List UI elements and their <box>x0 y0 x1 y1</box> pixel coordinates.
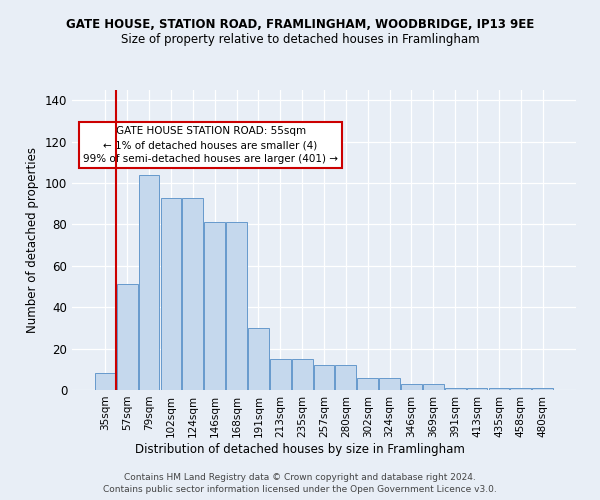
Bar <box>117 284 137 390</box>
Bar <box>401 384 422 390</box>
Bar <box>335 365 356 390</box>
Y-axis label: Number of detached properties: Number of detached properties <box>26 147 39 333</box>
Bar <box>488 388 509 390</box>
Text: Contains public sector information licensed under the Open Government Licence v3: Contains public sector information licen… <box>103 485 497 494</box>
Bar <box>532 388 553 390</box>
Bar <box>467 388 487 390</box>
Bar <box>358 378 378 390</box>
Bar <box>423 384 444 390</box>
Bar <box>139 175 160 390</box>
Bar <box>270 359 290 390</box>
Text: Size of property relative to detached houses in Framlingham: Size of property relative to detached ho… <box>121 32 479 46</box>
Bar <box>511 388 531 390</box>
Bar <box>95 374 116 390</box>
Bar <box>248 328 269 390</box>
Text: GATE HOUSE, STATION ROAD, FRAMLINGHAM, WOODBRIDGE, IP13 9EE: GATE HOUSE, STATION ROAD, FRAMLINGHAM, W… <box>66 18 534 30</box>
Bar <box>379 378 400 390</box>
Bar <box>161 198 181 390</box>
Text: GATE HOUSE STATION ROAD: 55sqm
← 1% of detached houses are smaller (4)
99% of se: GATE HOUSE STATION ROAD: 55sqm ← 1% of d… <box>83 126 338 164</box>
Bar <box>204 222 225 390</box>
Text: Contains HM Land Registry data © Crown copyright and database right 2024.: Contains HM Land Registry data © Crown c… <box>124 472 476 482</box>
Bar <box>292 359 313 390</box>
Bar <box>182 198 203 390</box>
Bar <box>314 365 334 390</box>
Bar <box>226 222 247 390</box>
Text: Distribution of detached houses by size in Framlingham: Distribution of detached houses by size … <box>135 442 465 456</box>
Bar <box>445 388 466 390</box>
